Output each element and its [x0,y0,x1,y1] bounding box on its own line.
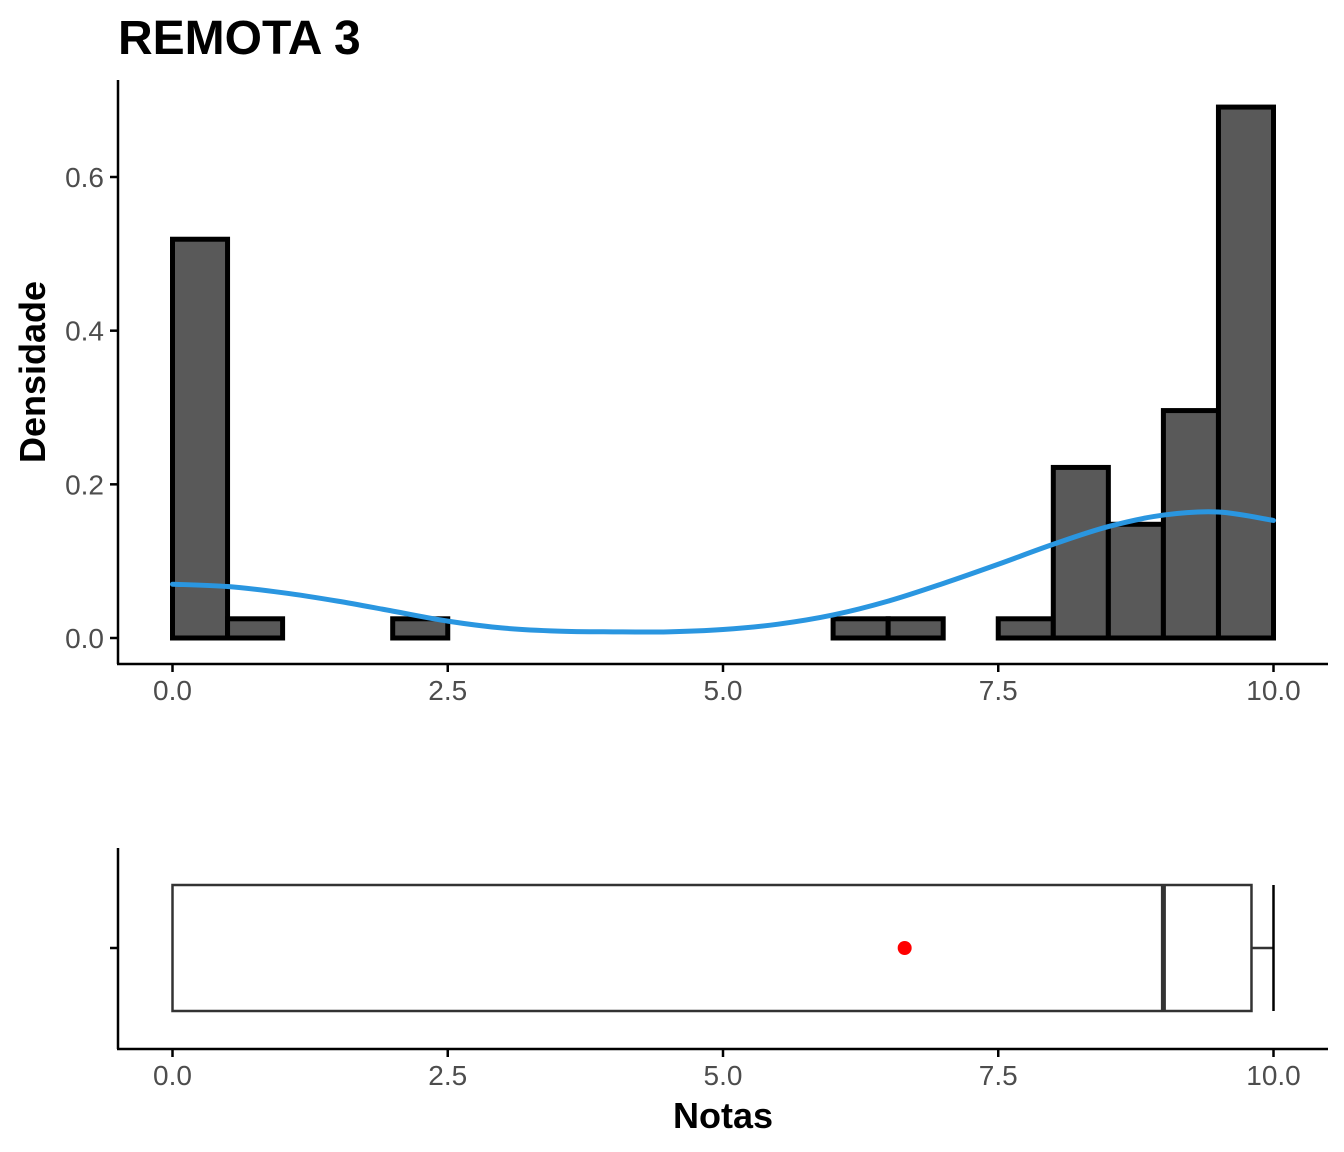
histogram-bars [170,104,1276,641]
x-tick-label: 10.0 [1246,675,1301,706]
histogram-panel: 0.0 0.2 0.4 0.6 0.0 2.5 5.0 7.5 10.0 Densidade [12,80,1328,706]
boxplot-panel: 0.0 2.5 5.0 7.5 10.0 Notas [110,848,1328,1136]
x-tick-label: 10.0 [1246,1060,1301,1091]
density-curve [170,509,1276,635]
chart-title: REMOTA 3 [118,12,361,65]
histogram-bar [1215,104,1276,641]
x-tick-label: 0.0 [153,675,192,706]
x-tick-label: 2.5 [428,1060,467,1091]
boxplot-box [171,883,1253,1013]
x-tick-label: 7.5 [979,1060,1018,1091]
y-axis-title: Densidade [12,281,53,463]
histogram-bar [830,616,891,641]
y-tick-label: 0.0 [65,623,104,654]
histogram-bar [1160,408,1221,641]
x-tick-label: 0.0 [153,1060,192,1091]
boxplot-mean-point [897,941,912,955]
x-tick-label: 7.5 [979,675,1018,706]
histogram-bar [170,236,231,641]
y-tick-label: 0.4 [65,316,104,347]
histogram-bar [1105,521,1166,641]
histogram-bar [995,616,1056,641]
x-tick-label: 5.0 [704,1060,743,1091]
histogram-bar [1050,464,1111,641]
y-tick-label: 0.2 [65,469,104,500]
histogram-bar [225,616,286,641]
histogram-bar [885,616,946,641]
x-tick-label: 5.0 [704,675,743,706]
y-tick-label: 0.6 [65,162,104,193]
x-axis-title: Notas [673,1095,773,1136]
histogram-x-ticks: 0.0 2.5 5.0 7.5 10.0 [153,664,1301,706]
boxplot [171,883,1275,1013]
histogram-y-ticks: 0.0 0.2 0.4 0.6 [65,162,118,654]
boxplot-x-ticks: 0.0 2.5 5.0 7.5 10.0 [153,1049,1301,1091]
x-tick-label: 2.5 [428,675,467,706]
